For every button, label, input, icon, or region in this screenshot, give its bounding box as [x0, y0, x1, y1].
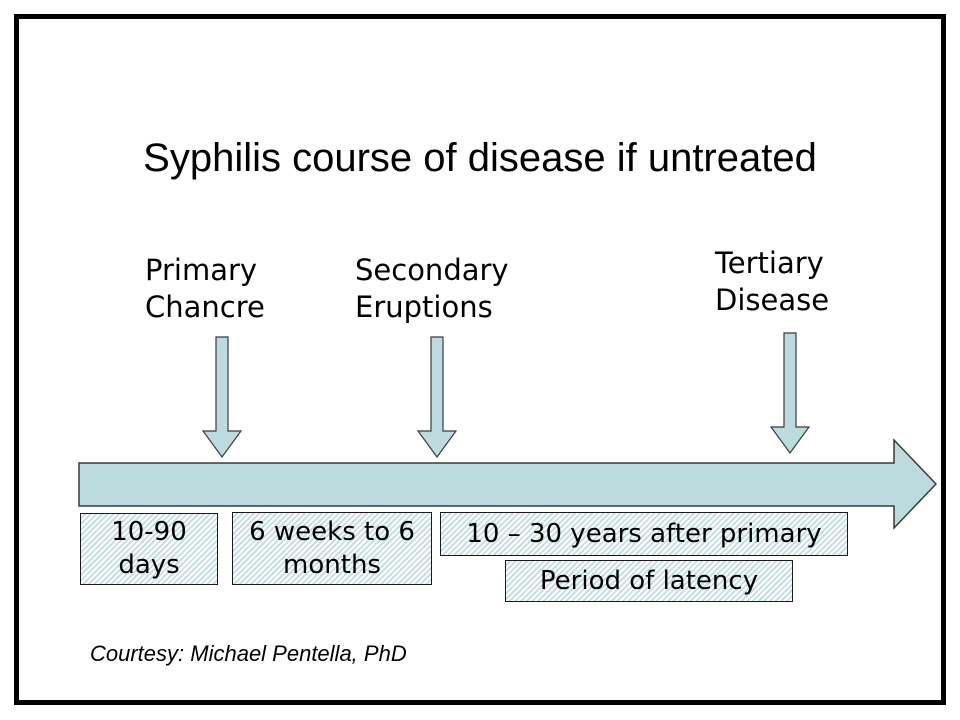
- duration-box-tertiary: 10 – 30 years after primary: [440, 512, 848, 556]
- stage-label-primary-chancre: Primary Chancre: [145, 253, 265, 324]
- stage-label-tertiary-disease: Tertiary Disease: [715, 246, 830, 317]
- down-arrow-icon: [202, 336, 242, 458]
- timeline-arrow: [78, 438, 938, 530]
- down-arrow-icon: [417, 336, 457, 458]
- courtesy-credit-text: Courtesy: Michael Pentella, PhD: [90, 641, 407, 666]
- duration-box-primary: 10-90 days: [80, 513, 218, 585]
- slide-border-frame: [14, 14, 946, 705]
- down-arrow-icon: [770, 332, 810, 454]
- stage-label-secondary-eruptions: Secondary Eruptions: [355, 253, 509, 324]
- period-of-latency-box: Period of latency: [505, 560, 793, 602]
- watermark-text: WWW.LABTESTS.IR: [0, 243, 1, 501]
- duration-box-secondary: 6 weeks to 6 months: [232, 512, 432, 585]
- slide-title: Syphilis course of disease if untreated: [143, 136, 817, 180]
